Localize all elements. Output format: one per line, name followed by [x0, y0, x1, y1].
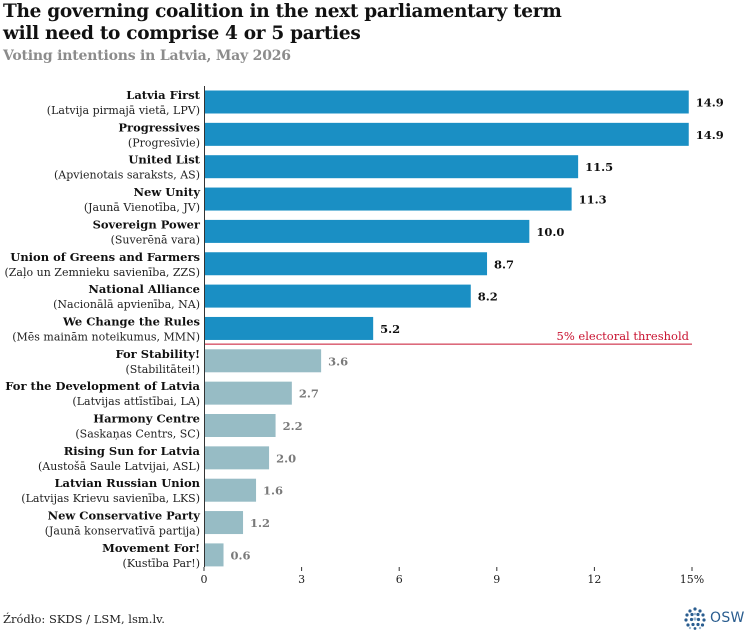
category-sublabel: (Saskaņas Centrs, SC) — [75, 428, 200, 441]
category-label: Rising Sun for Latvia — [64, 444, 201, 458]
x-tick-label: 9 — [493, 573, 500, 586]
category-sublabel: (Progresīvie) — [128, 136, 200, 149]
category-label: For the Development of Latvia — [5, 379, 200, 393]
category-sublabel: (Mēs mainām noteikumus, MMN) — [12, 330, 200, 343]
x-tick-label: 12 — [587, 573, 601, 586]
chart-title: The governing coalition in the next parl… — [3, 1, 743, 45]
bar-chart: Latvia First (Latvija pirmajā vietā, LPV)… — [5, 86, 724, 586]
bar — [204, 187, 572, 211]
data-label: 14.9 — [696, 128, 724, 142]
bar — [204, 349, 322, 373]
category-label: Progressives — [118, 120, 200, 134]
category-sublabel: (Latvija pirmajā vietā, LPV) — [47, 104, 200, 117]
category-sublabel: (Austošā Saule Latvijai, ASL) — [38, 460, 200, 473]
category-sublabel: (Zaļo un Zemnieku savienība, ZZS) — [5, 266, 201, 279]
data-label: 8.7 — [494, 257, 514, 271]
category-sublabel: (Stabilitātei!) — [125, 363, 200, 376]
bar — [204, 90, 689, 114]
data-label: 3.6 — [328, 354, 348, 368]
x-tick-label: 0 — [201, 573, 208, 586]
category-sublabel: (Suverēnā vara) — [111, 233, 200, 246]
bar — [204, 511, 244, 535]
x-tick-label: 6 — [396, 573, 403, 586]
chart-title-line-2: will need to comprise 4 or 5 parties — [3, 23, 361, 44]
category-label: For Stability! — [115, 347, 200, 361]
bar — [204, 414, 276, 437]
chart-subtitle: Voting intentions in Latvia, May 2026 — [3, 48, 291, 64]
category-sublabel: (Apvienotais saraksts, AS) — [54, 169, 200, 182]
category-label: Latvian Russian Union — [54, 476, 200, 490]
bar — [204, 155, 579, 179]
data-label: 14.9 — [696, 96, 724, 110]
chart-title-line-1: The governing coalition in the next parl… — [3, 1, 562, 22]
bar — [204, 478, 257, 502]
category-sublabel: (Latvijas attīstībai, LA) — [72, 395, 200, 408]
bar — [204, 543, 224, 567]
bar — [204, 252, 488, 276]
globe-icon — [684, 607, 706, 630]
category-sublabel: (Nacionālā apvienība, NA) — [53, 298, 200, 311]
x-tick-label: 3 — [298, 573, 305, 586]
bar — [204, 284, 471, 308]
data-label: 8.2 — [478, 290, 498, 304]
data-label: 0.6 — [231, 548, 251, 562]
data-label: 2.7 — [299, 387, 319, 401]
data-label: 1.2 — [250, 516, 270, 530]
data-label: 5.2 — [380, 322, 400, 336]
bar — [204, 122, 689, 146]
bar — [204, 446, 270, 470]
category-label: Sovereign Power — [93, 217, 201, 231]
data-label: 2.2 — [283, 419, 303, 433]
category-sublabel: (Latvijas Krievu savienība, LKS) — [21, 492, 200, 505]
category-label: Movement For! — [102, 541, 200, 555]
category-label: We Change the Rules — [62, 314, 200, 328]
category-sublabel: (Kustība Par!) — [123, 557, 200, 570]
source-note: Źródło: SKDS / LSM, lsm.lv. — [3, 612, 165, 626]
bar — [204, 219, 530, 243]
data-label: 2.0 — [276, 451, 296, 465]
category-label: National Alliance — [88, 282, 200, 296]
logo-text: OSW — [710, 610, 745, 626]
category-label: Union of Greens and Farmers — [10, 250, 200, 264]
category-label: United List — [128, 153, 200, 167]
threshold-label: 5% electoral threshold — [557, 329, 690, 343]
data-label: 1.6 — [263, 484, 283, 498]
osw-logo: OSW — [683, 606, 745, 632]
x-tick-label: 15% — [680, 573, 704, 586]
data-label: 11.3 — [579, 193, 607, 207]
data-label: 10.0 — [536, 225, 564, 239]
data-label: 11.5 — [585, 160, 613, 174]
category-label: Harmony Centre — [93, 412, 200, 426]
category-sublabel: (Jaunā konservatīvā partija) — [45, 525, 200, 538]
category-label: Latvia First — [126, 88, 200, 102]
bar — [204, 316, 374, 340]
category-label: New Conservative Party — [48, 509, 201, 523]
category-label: New Unity — [134, 185, 201, 199]
bar — [204, 381, 292, 405]
category-sublabel: (Jaunā Vienotība, JV) — [84, 201, 200, 214]
